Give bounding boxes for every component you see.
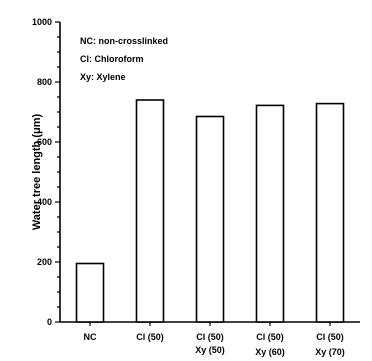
y-tick-label: 200	[37, 257, 52, 267]
y-tick-label: 800	[37, 77, 52, 87]
bar	[315, 102, 345, 323]
x-tick-label: Cl (50)	[196, 332, 224, 342]
bar	[135, 99, 165, 323]
x-tick-label: Xy (50)	[195, 345, 225, 355]
legend-entry: NC: non-crosslinked	[80, 36, 168, 46]
x-tick-label: Xy (60)	[255, 347, 285, 357]
legend-entry: Xy: Xylene	[80, 72, 126, 82]
y-tick-label: 0	[47, 317, 52, 327]
bar	[75, 262, 105, 323]
bars	[75, 99, 345, 323]
y-tick-label: 1000	[32, 17, 52, 27]
x-tick-label: Cl (50)	[256, 332, 284, 342]
x-tick-label: NC	[84, 332, 97, 342]
x-tick-labels: NC Cl (50) Cl (50) Xy (50) Cl (50) Xy (60) Cl …	[84, 322, 345, 357]
legend-box: NC: non-crosslinked Cl: Chloroform Xy: Xyl…	[80, 36, 168, 82]
bar	[195, 115, 225, 323]
bar	[255, 104, 285, 323]
x-tick-label: Xy (70)	[315, 347, 345, 357]
legend-entry: Cl: Chloroform	[80, 54, 144, 64]
y-tick-label: 600	[37, 137, 52, 147]
x-tick-label: Cl (50)	[316, 332, 344, 342]
y-ticks: 0 200 400 600 800 1000	[32, 17, 60, 327]
x-tick-label: Cl (50)	[136, 332, 164, 342]
y-axis-label: Water tree length (μm)	[31, 114, 43, 231]
y-tick-label: 400	[37, 197, 52, 207]
